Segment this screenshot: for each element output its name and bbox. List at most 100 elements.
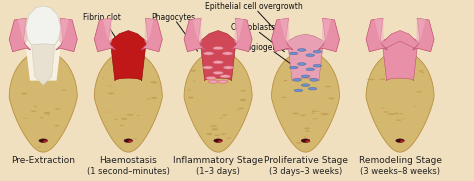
Polygon shape [94,18,116,52]
Ellipse shape [290,66,298,69]
Polygon shape [231,18,252,52]
Polygon shape [9,51,77,152]
Text: Epithelial cell overgrowth: Epithelial cell overgrowth [205,2,302,30]
Ellipse shape [48,114,50,115]
Ellipse shape [137,115,140,116]
Ellipse shape [312,118,318,119]
Ellipse shape [213,47,223,50]
Ellipse shape [305,131,310,132]
Text: Proliferative Stage: Proliferative Stage [264,155,347,165]
Ellipse shape [367,79,374,80]
Ellipse shape [188,89,191,90]
Polygon shape [110,31,146,81]
Ellipse shape [61,90,67,91]
Ellipse shape [147,98,150,100]
Ellipse shape [121,118,128,120]
Ellipse shape [222,114,228,116]
Ellipse shape [311,113,315,114]
Ellipse shape [206,77,216,80]
Polygon shape [25,6,61,45]
Ellipse shape [396,119,401,121]
Polygon shape [9,18,31,52]
Ellipse shape [44,112,50,114]
Ellipse shape [281,97,286,98]
Polygon shape [280,18,289,44]
Polygon shape [31,43,55,85]
Polygon shape [272,51,339,152]
Ellipse shape [210,125,218,127]
Ellipse shape [223,66,234,69]
Ellipse shape [306,141,311,143]
Ellipse shape [240,99,246,101]
Text: Inflammatory Stage: Inflammatory Stage [173,155,263,165]
Polygon shape [184,18,206,52]
Ellipse shape [298,63,306,65]
Text: Angiogenesis: Angiogenesis [242,43,299,70]
Ellipse shape [240,90,246,92]
Ellipse shape [238,108,244,109]
Ellipse shape [37,147,41,148]
Polygon shape [413,18,434,52]
Text: Pre-Extraction: Pre-Extraction [11,155,75,165]
Text: Remodeling Stage: Remodeling Stage [358,155,442,165]
Ellipse shape [23,118,27,119]
Polygon shape [18,18,27,44]
Polygon shape [322,18,331,44]
Ellipse shape [301,84,310,87]
Ellipse shape [220,75,230,78]
Ellipse shape [310,79,318,81]
Polygon shape [103,18,112,44]
Ellipse shape [317,111,320,112]
Ellipse shape [311,111,317,112]
Text: Osteoblasts: Osteoblasts [231,23,284,52]
Ellipse shape [290,52,298,55]
Ellipse shape [309,87,317,90]
Ellipse shape [114,119,118,120]
Ellipse shape [387,113,395,115]
Ellipse shape [304,127,310,129]
Polygon shape [416,18,426,44]
Text: (1 second–minutes): (1 second–minutes) [87,167,170,176]
Ellipse shape [124,139,133,142]
Polygon shape [94,51,162,152]
Ellipse shape [421,72,424,73]
Polygon shape [192,18,202,44]
Ellipse shape [303,136,306,137]
Ellipse shape [320,113,329,115]
Ellipse shape [43,140,47,142]
Polygon shape [272,18,293,52]
Ellipse shape [328,98,335,99]
Ellipse shape [227,137,231,139]
Polygon shape [59,18,69,44]
Polygon shape [184,51,252,152]
Ellipse shape [296,142,302,144]
Polygon shape [234,18,244,44]
Ellipse shape [21,93,27,95]
Ellipse shape [55,108,61,110]
Ellipse shape [419,70,423,72]
Ellipse shape [293,79,301,81]
Ellipse shape [40,117,44,118]
Ellipse shape [298,49,306,51]
Text: Fibrin clot: Fibrin clot [83,13,124,51]
Text: (3 weeks–8 weeks): (3 weeks–8 weeks) [360,167,440,176]
Polygon shape [366,18,387,52]
Ellipse shape [150,81,157,83]
Ellipse shape [218,80,228,83]
Polygon shape [56,18,77,52]
Polygon shape [200,31,236,81]
Polygon shape [374,18,384,44]
Ellipse shape [414,106,417,107]
Ellipse shape [326,86,331,87]
Polygon shape [141,18,162,52]
Polygon shape [382,34,418,81]
Polygon shape [318,18,339,52]
Ellipse shape [306,54,315,56]
Polygon shape [380,31,420,48]
Polygon shape [25,41,61,81]
Ellipse shape [211,128,219,130]
Ellipse shape [151,97,157,99]
Ellipse shape [294,89,303,92]
Ellipse shape [301,139,310,142]
Ellipse shape [313,64,321,67]
